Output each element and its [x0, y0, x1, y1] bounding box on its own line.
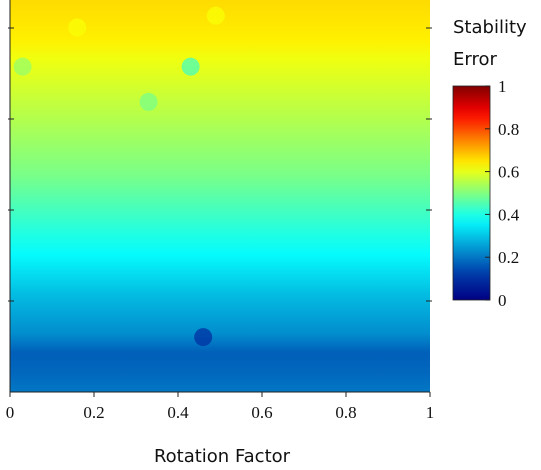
heatmap-surface: [10, 0, 430, 392]
x-tick-label-4: 0.8: [335, 403, 356, 422]
x-tick-label-5: 1: [426, 403, 435, 422]
plot-area: [8, 0, 432, 393]
x-axis-ticks: 0 0.2 0.4 0.6 0.8 1: [6, 392, 435, 422]
colorbar-tick-label-1: 0.2: [498, 248, 519, 267]
colorbar-tick-label-2: 0.4: [498, 205, 520, 224]
heatmap-spot-3: [181, 57, 200, 76]
heatmap-spot-5: [194, 328, 213, 347]
heatmap-spot-4: [206, 6, 225, 25]
colorbar-title: Stability Error: [453, 17, 527, 70]
colorbar-ticks: 0 0.2 0.4 0.6 0.8 1: [485, 77, 520, 310]
colorbar: 0 0.2 0.4 0.6 0.8 1: [452, 77, 520, 310]
x-tick-label-0: 0: [6, 403, 15, 422]
heatmap-spot-2: [139, 92, 158, 111]
heatmap-blobs: [13, 6, 225, 347]
colorbar-title-line-0: Stability: [453, 17, 527, 38]
heatmap-spot-0: [13, 57, 32, 76]
colorbar-tick-label-3: 0.6: [498, 163, 519, 182]
colorbar-tick-label-5: 1: [498, 77, 507, 96]
colorbar-tick-label-4: 0.8: [498, 120, 519, 139]
colorbar-title-line-1: Error: [453, 49, 497, 70]
x-axis-title: Rotation Factor: [154, 446, 291, 467]
colorbar-tick-label-0: 0: [498, 291, 507, 310]
x-tick-label-2: 0.4: [167, 403, 189, 422]
plot-axes: [8, 0, 432, 393]
colorbar-gradient: [452, 85, 491, 301]
x-tick-label-3: 0.6: [251, 403, 272, 422]
x-tick-label-1: 0.2: [83, 403, 104, 422]
heatmap-spot-1: [68, 18, 87, 37]
